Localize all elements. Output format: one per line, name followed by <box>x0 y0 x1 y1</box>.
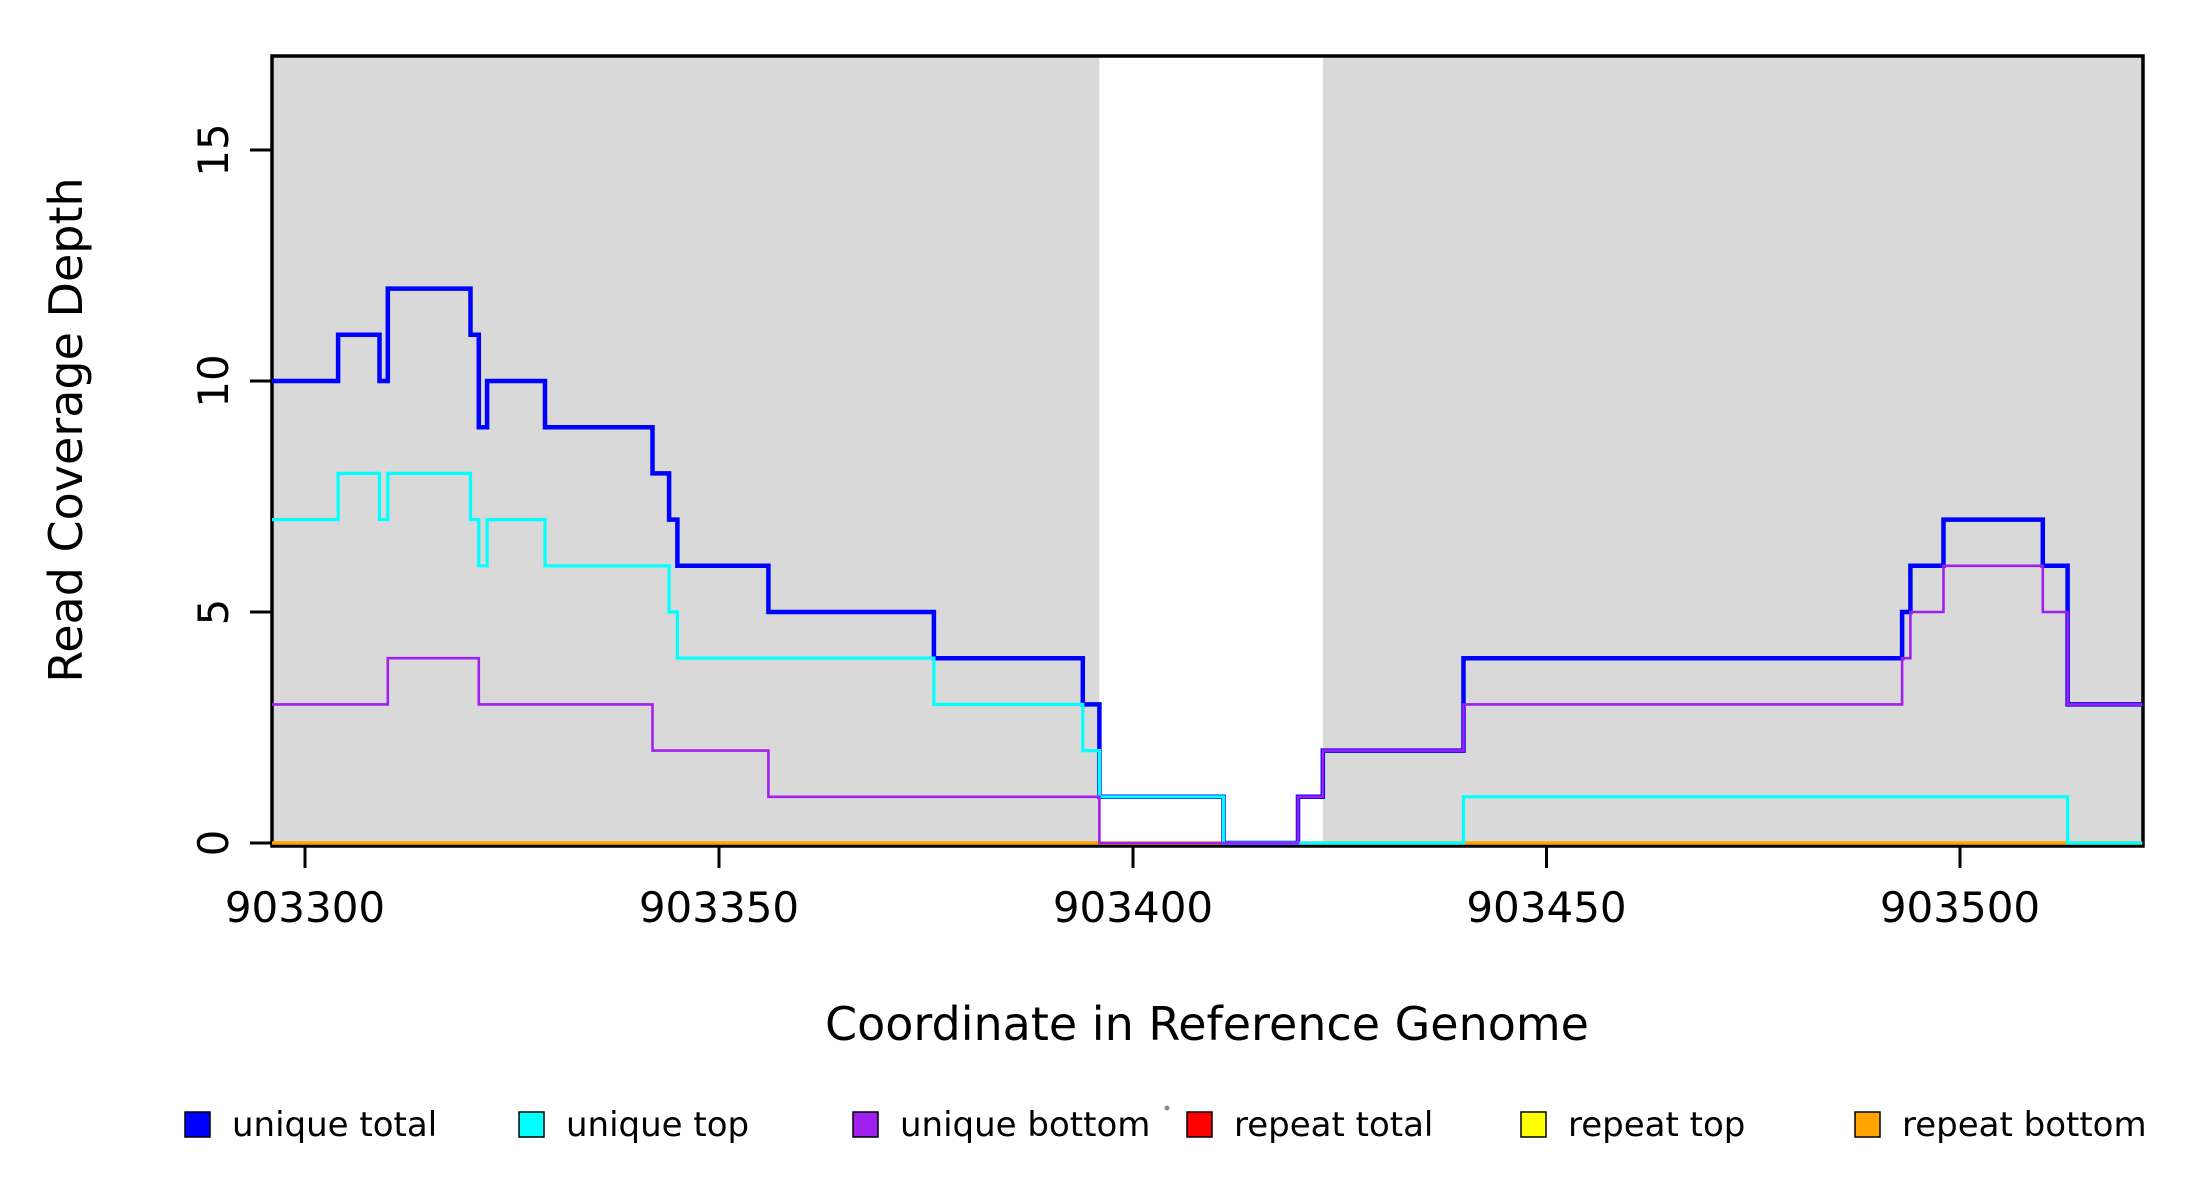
x-tick-label-4: 903500 <box>1880 883 2040 932</box>
y-tick-label-2: 10 <box>189 354 238 407</box>
legend-item-repeat-top: repeat top <box>1520 1105 1745 1145</box>
alignment-region-shading-1 <box>1322 56 2142 846</box>
y-tick-label-0: 0 <box>189 830 238 857</box>
legend-item-repeat-bottom: repeat bottom <box>1854 1105 2147 1145</box>
stray-dot-artifact <box>1164 1105 1170 1111</box>
x-tick-label-0: 903300 <box>225 883 385 932</box>
plot-border <box>270 54 2145 848</box>
legend-swatch-unique-top <box>518 1111 545 1138</box>
series-line-unique-bottom <box>272 564 2143 845</box>
series-line-unique-top <box>272 471 2143 845</box>
y-tick-label-3: 15 <box>189 123 238 176</box>
legend-swatch-unique-total <box>184 1111 211 1138</box>
alignment-region-shading-group <box>271 56 2142 846</box>
x-tick-label-2: 903400 <box>1053 883 1213 932</box>
legend-item-unique-bottom: unique bottom <box>852 1105 1150 1145</box>
legend-label-unique-top: unique top <box>566 1105 749 1145</box>
legend-swatch-repeat-total <box>1186 1111 1213 1138</box>
x-tick-label-3: 903450 <box>1466 883 1626 932</box>
legend-item-repeat-total: repeat total <box>1186 1105 1433 1145</box>
legend-swatch-repeat-top <box>1520 1111 1547 1138</box>
legend-item-unique-top: unique top <box>518 1105 749 1145</box>
series-line-unique-total <box>272 286 2143 846</box>
legend-label-repeat-bottom: repeat bottom <box>1902 1105 2147 1145</box>
legend-label-repeat-total: repeat total <box>1234 1105 1433 1145</box>
legend-label-unique-total: unique total <box>232 1105 437 1145</box>
x-axis-title: Coordinate in Reference Genome <box>825 997 1589 1051</box>
x-tick-label-1: 903350 <box>639 883 799 932</box>
legend-item-unique-total: unique total <box>184 1105 437 1145</box>
legend-swatch-unique-bottom <box>852 1111 879 1138</box>
axis-ticks <box>250 148 1962 868</box>
legend-swatch-repeat-bottom <box>1854 1111 1881 1138</box>
y-axis-title: Read Coverage Depth <box>39 177 93 682</box>
legend-label-unique-bottom: unique bottom <box>900 1105 1150 1145</box>
series-lines-group <box>272 286 2143 846</box>
alignment-region-shading-0 <box>271 56 1100 846</box>
y-tick-label-1: 5 <box>189 599 238 626</box>
legend: unique total unique top unique bottom re… <box>184 1105 2147 1145</box>
legend-label-repeat-top: repeat top <box>1568 1105 1745 1145</box>
